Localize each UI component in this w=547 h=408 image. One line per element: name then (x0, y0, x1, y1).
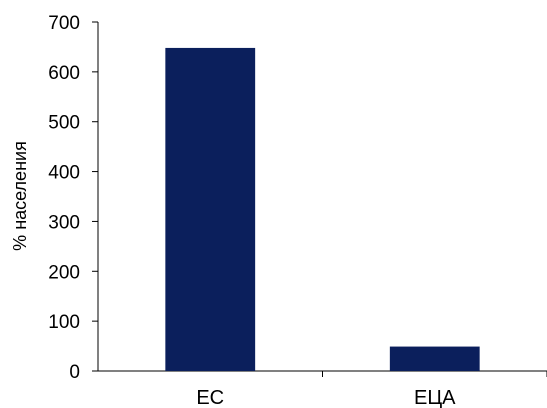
y-axis-title: % населения (10, 141, 30, 251)
y-tick-label: 600 (48, 63, 80, 84)
x-category-label: ЕС (196, 387, 224, 408)
y-tick-label: 300 (48, 212, 80, 233)
y-tick-label: 100 (48, 312, 80, 333)
x-axis: ЕС ЕЦА (98, 370, 547, 408)
y-ticks: 0 100 200 300 400 500 600 700 (48, 13, 98, 383)
y-tick-label: 400 (48, 163, 80, 184)
y-tick-label: 500 (48, 113, 80, 134)
y-axis: 0 100 200 300 400 500 600 700 (48, 13, 99, 383)
bar-1 (165, 47, 256, 371)
bars (165, 47, 480, 371)
y-tick-label: 0 (69, 362, 80, 383)
bar-2 (389, 346, 480, 371)
y-tick-label: 700 (48, 13, 80, 34)
y-tick-label: 200 (48, 262, 80, 283)
x-category-label: ЕЦА (414, 387, 456, 408)
x-ticks: ЕС ЕЦА (196, 371, 547, 408)
